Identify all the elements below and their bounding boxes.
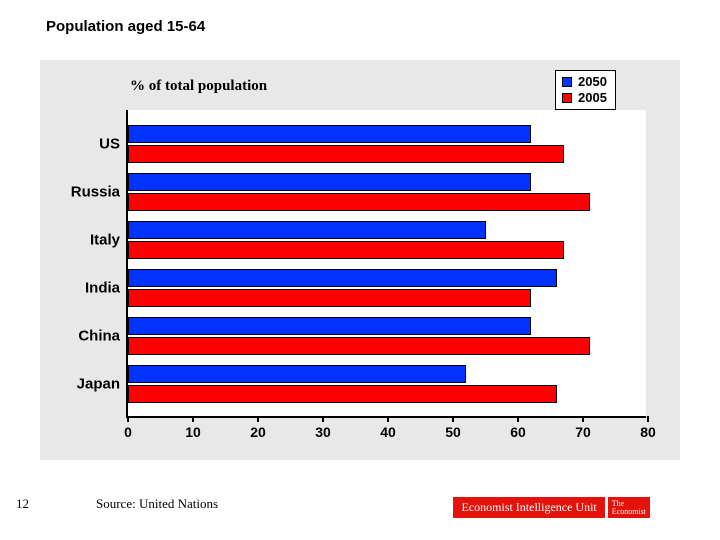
bar [128,221,486,239]
y-category-label: China [78,328,128,345]
bar [128,193,590,211]
bar [128,145,564,163]
x-tick [257,416,259,422]
legend: 20502005 [555,70,616,110]
y-category-label: Japan [77,376,128,393]
x-tick [127,416,129,422]
x-tick [322,416,324,422]
source-text: Source: United Nations [96,496,218,512]
footer-brand: Economist Intelligence Unit The Economis… [453,497,650,518]
slide-title: Population aged 15-64 [46,18,205,35]
bar [128,173,531,191]
legend-label: 2050 [578,74,607,90]
legend-row: 2005 [562,90,607,106]
y-category-label: Italy [90,232,128,249]
bar [128,337,590,355]
bar [128,241,564,259]
plot-area: 01020304050607080USRussiaItalyIndiaChina… [126,110,646,418]
footer-brand-economist: The Economist [608,497,650,518]
legend-swatch [562,77,572,87]
bar [128,317,531,335]
bar [128,289,531,307]
y-category-label: India [85,280,128,297]
x-tick-label: 80 [640,424,656,440]
bar [128,365,466,383]
page-number: 12 [16,496,29,512]
bar [128,385,557,403]
legend-label: 2005 [578,90,607,106]
y-category-label: Russia [71,184,128,201]
x-tick-label: 10 [185,424,201,440]
x-tick [452,416,454,422]
x-tick-label: 70 [575,424,591,440]
x-tick-label: 50 [445,424,461,440]
bar [128,269,557,287]
x-tick-label: 60 [510,424,526,440]
y-category-label: US [99,136,128,153]
x-tick [517,416,519,422]
x-tick [192,416,194,422]
x-tick-label: 0 [124,424,132,440]
x-tick-label: 30 [315,424,331,440]
x-tick-label: 40 [380,424,396,440]
footer-brand-main: Economist Intelligence Unit [453,497,604,518]
chart-subtitle: % of total population [130,78,267,95]
x-tick-label: 20 [250,424,266,440]
x-tick [647,416,649,422]
bar [128,125,531,143]
x-tick [582,416,584,422]
legend-row: 2050 [562,74,607,90]
footer-brand-small-2: Economist [612,508,646,516]
x-tick [387,416,389,422]
legend-swatch [562,93,572,103]
